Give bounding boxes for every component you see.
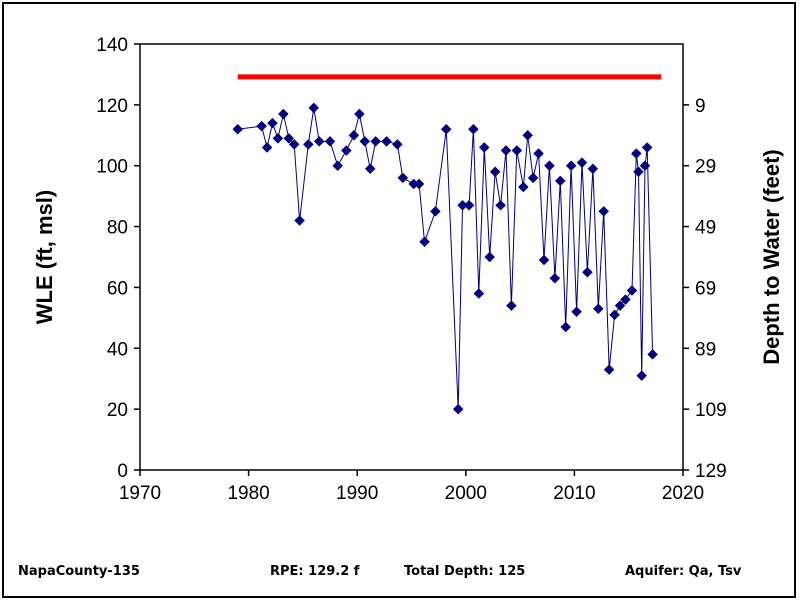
data-point: [636, 370, 648, 382]
x-tick-label: 1970: [119, 483, 161, 504]
data-point: [639, 160, 651, 172]
data-point: [283, 132, 295, 144]
data-point: [397, 172, 409, 184]
data-point: [256, 120, 267, 132]
data-point: [302, 139, 314, 150]
total-depth-label: Total Depth: 125: [404, 564, 526, 579]
y-tick-label: 0: [117, 461, 128, 482]
series-line: [237, 107, 654, 410]
y-tick-label: 100: [96, 157, 128, 178]
x-tick-label: 2000: [445, 483, 487, 504]
aquifer-label: Aquifer: Qa, Tsv: [625, 564, 742, 579]
data-point: [313, 136, 325, 147]
data-point: [261, 142, 273, 153]
data-point: [500, 145, 512, 156]
y-axis-title: WLE (ft, msl): [32, 190, 57, 324]
data-point: [511, 145, 523, 156]
data-point: [354, 108, 365, 120]
data-point: [554, 175, 566, 187]
data-point: [582, 266, 593, 278]
data-point: [364, 163, 376, 175]
data-point: [633, 166, 644, 178]
y2-tick-label: 89: [695, 339, 716, 360]
data-point: [430, 206, 441, 217]
data-point: [587, 163, 599, 175]
data-point: [324, 136, 336, 147]
y-tick-label: 120: [96, 96, 128, 117]
data-point: [484, 251, 496, 263]
data-point: [348, 129, 360, 141]
data-point: [522, 129, 534, 141]
data-point: [538, 254, 550, 266]
data-point: [370, 136, 382, 147]
data-point: [473, 288, 485, 299]
data-point: [308, 102, 320, 114]
y-tick-label: 140: [96, 35, 128, 56]
data-point: [489, 166, 501, 178]
y2-tick-label: 109: [695, 400, 727, 421]
plot-layer: 0 20 40 60 80 100 120 140 129 109 89 69 49 29 9 1970 198…: [96, 35, 726, 504]
x-tick-label: 2020: [662, 483, 704, 504]
data-point: [576, 157, 588, 169]
data-point: [277, 108, 289, 120]
well-id-label: NapaCounty-135: [18, 564, 140, 579]
data-point: [463, 199, 475, 211]
y-tick-label: 20: [107, 400, 128, 421]
data-point: [468, 123, 479, 135]
data-point: [332, 160, 344, 172]
y2-tick-label: 29: [695, 157, 716, 178]
data-point: [340, 145, 352, 156]
data-point: [506, 300, 517, 312]
y2-axis-title: Depth to Water (feet): [759, 149, 784, 365]
data-point: [641, 142, 653, 153]
data-point: [381, 136, 392, 147]
data-point: [533, 148, 544, 159]
y-tick-label: 40: [107, 339, 128, 360]
data-point: [392, 139, 403, 150]
data-point: [419, 236, 430, 248]
data-point: [626, 285, 638, 296]
y2-tick-label: 69: [695, 278, 716, 299]
data-point: [560, 321, 572, 333]
data-point: [413, 178, 425, 190]
plot-border: [139, 43, 684, 471]
data-point: [288, 139, 300, 150]
data-point: [359, 136, 371, 147]
data-point: [544, 160, 555, 172]
data-point: [495, 199, 506, 211]
y-tick-label: 80: [107, 218, 128, 239]
data-point: [452, 403, 464, 415]
y-tick-label: 60: [107, 278, 128, 299]
data-point: [478, 142, 490, 153]
data-point: [272, 132, 284, 144]
y2-tick-label: 49: [695, 218, 716, 239]
data-point: [614, 300, 626, 312]
data-point: [527, 172, 539, 184]
rpe-label: RPE: 129.2 f: [270, 564, 360, 579]
x-tick-label: 1980: [227, 483, 269, 504]
y2-tick-label: 129: [695, 461, 727, 482]
data-point: [620, 294, 631, 305]
data-point: [440, 123, 452, 135]
data-point: [592, 303, 604, 315]
data-point: [598, 206, 610, 217]
y2-tick-label: 9: [695, 96, 706, 117]
data-point: [232, 123, 244, 135]
x-tick-label: 1990: [336, 483, 378, 504]
data-point: [565, 160, 577, 172]
x-tick-label: 2010: [553, 483, 595, 504]
data-point: [267, 117, 278, 129]
data-point: [294, 215, 305, 226]
data-point: [603, 364, 615, 375]
data-point: [630, 148, 642, 159]
data-point: [571, 306, 582, 318]
data-point: [647, 349, 658, 360]
data-point: [549, 272, 561, 284]
data-point: [518, 181, 529, 193]
data-point: [609, 309, 620, 321]
